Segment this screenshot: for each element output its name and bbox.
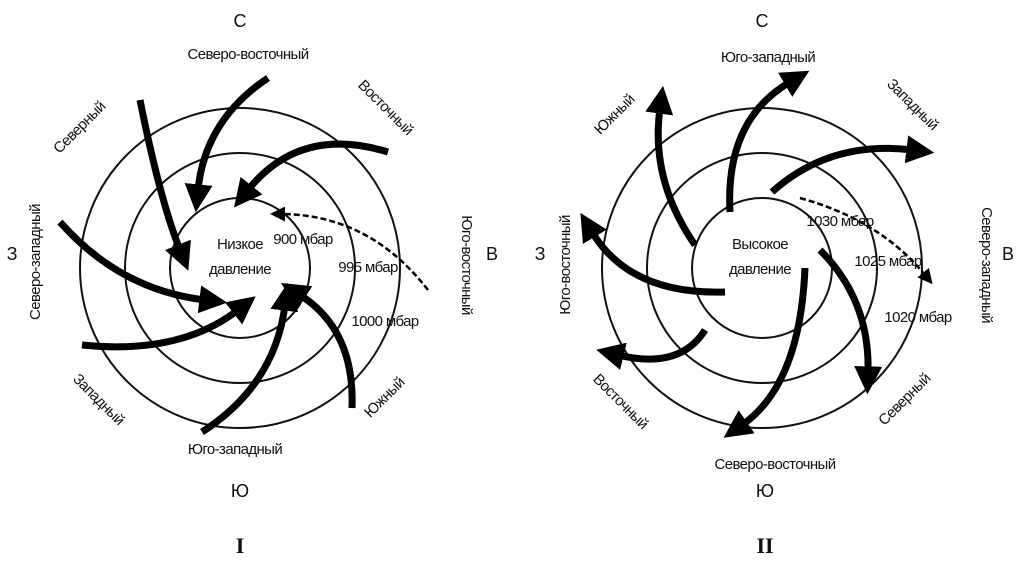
wind-label: Восточный bbox=[354, 77, 416, 139]
isobar-ring bbox=[79, 107, 401, 429]
wind-label: Северный bbox=[50, 98, 109, 157]
wind-label: Северо-восточный bbox=[187, 46, 308, 63]
compass-w: З bbox=[535, 244, 546, 264]
wind-label: Юго-западный bbox=[188, 441, 283, 458]
wind-label: Северный bbox=[875, 370, 934, 429]
caption: I bbox=[236, 533, 245, 558]
isobar-label: 1000 мбар bbox=[351, 313, 418, 330]
isobar-ring bbox=[124, 152, 356, 384]
arrow bbox=[184, 75, 270, 213]
arrow bbox=[580, 212, 726, 296]
arrow bbox=[57, 219, 228, 314]
compass-n: С bbox=[756, 11, 769, 31]
arrow bbox=[645, 85, 698, 247]
wind-label: Северо-восточный bbox=[714, 456, 835, 473]
compass-s: Ю bbox=[756, 481, 774, 501]
arrow bbox=[799, 196, 933, 285]
arrow bbox=[233, 140, 390, 208]
wind-label: Юго-восточный bbox=[458, 215, 475, 315]
wind-label: Северо-западный bbox=[27, 204, 44, 320]
isobar-label: 995 мбар bbox=[338, 259, 398, 276]
compass-n: С bbox=[234, 11, 247, 31]
wind-label: Юго-западный bbox=[721, 49, 816, 66]
wind-label: Южный bbox=[591, 91, 638, 138]
center-label: давление bbox=[729, 261, 791, 278]
arrow bbox=[817, 247, 883, 395]
arrow bbox=[136, 99, 191, 271]
wind-arrows bbox=[580, 70, 935, 438]
isobar-label: 1030 мбар bbox=[806, 213, 873, 230]
center-label: давление bbox=[209, 261, 271, 278]
arrow bbox=[200, 282, 299, 435]
isobar-label: 1020 мбар bbox=[884, 309, 951, 326]
arrow bbox=[281, 282, 356, 409]
compass-e: В bbox=[1002, 244, 1014, 264]
cyclone: С В Ю З Низкое давление 900 мбар 995 мба… bbox=[7, 11, 498, 558]
compass-e: В bbox=[486, 244, 498, 264]
wind-label: Западный bbox=[883, 76, 941, 134]
center-label: Низкое bbox=[217, 236, 263, 253]
wind-label: Западный bbox=[69, 371, 127, 429]
arrow bbox=[81, 296, 256, 351]
center-label: Высокое bbox=[732, 236, 788, 253]
isobar-label: 1025 мбар bbox=[854, 253, 921, 270]
wind-arrows bbox=[57, 75, 429, 435]
arrow bbox=[769, 135, 935, 195]
isobar-ring bbox=[646, 152, 878, 384]
compass-w: З bbox=[7, 244, 18, 264]
wind-label: Южный bbox=[361, 374, 408, 421]
arrow bbox=[723, 267, 809, 438]
arrow bbox=[726, 70, 810, 213]
arrow bbox=[270, 206, 429, 291]
anticyclone: С В Ю З Высокое давление 1030 мбар 1025 … bbox=[535, 11, 1014, 558]
wind-label: Восточный bbox=[589, 371, 651, 433]
arrow bbox=[596, 328, 708, 370]
isobar-label: 900 мбар bbox=[273, 231, 333, 248]
caption: II bbox=[756, 533, 773, 558]
compass-s: Ю bbox=[231, 481, 249, 501]
wind-label: Северо-западный bbox=[978, 207, 995, 323]
wind-label: Юго-восточный bbox=[557, 215, 574, 315]
